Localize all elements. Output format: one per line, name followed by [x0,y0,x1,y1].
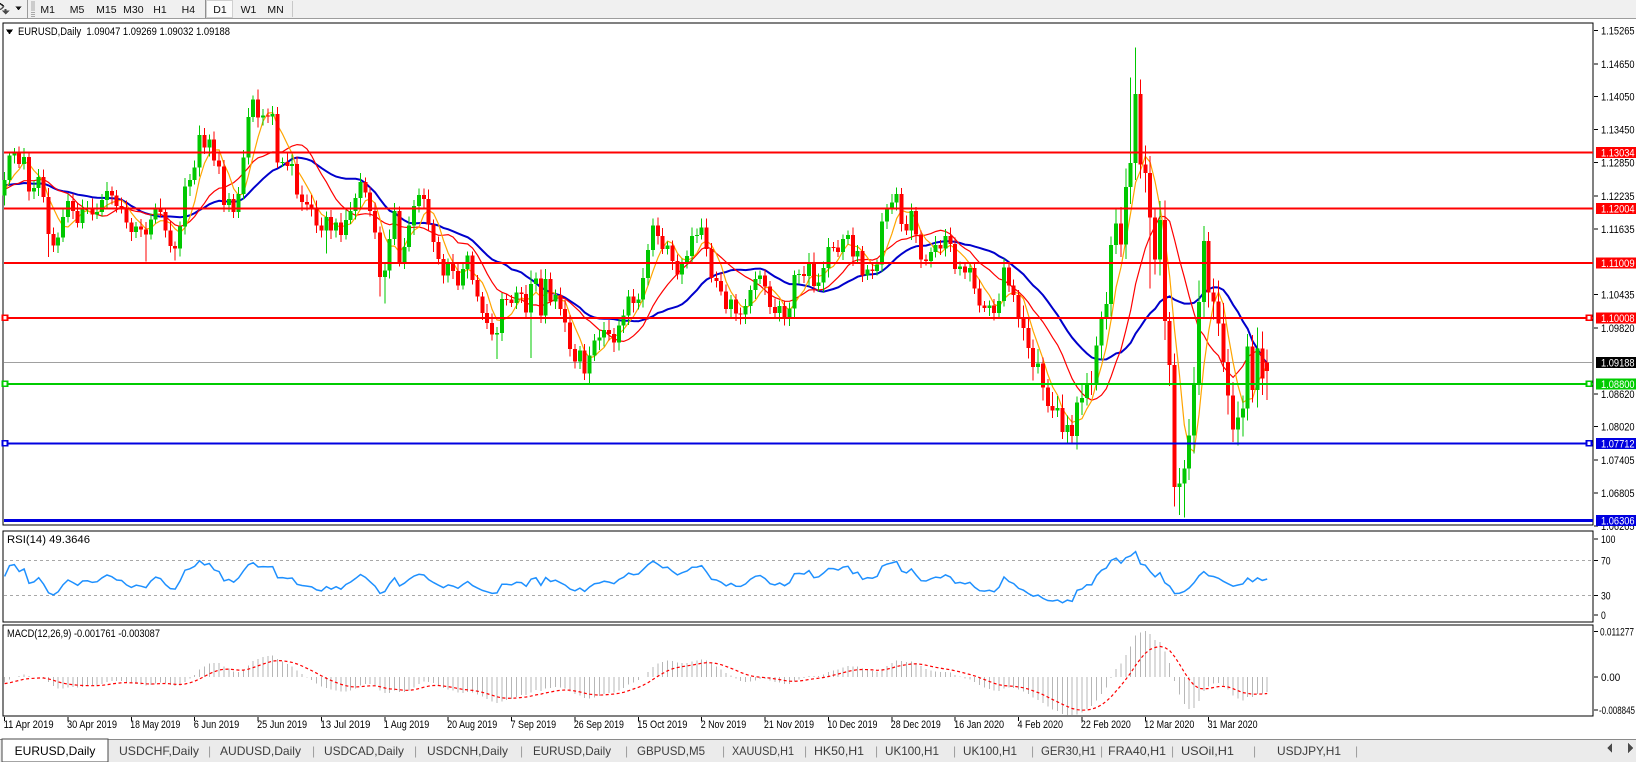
svg-text:USDJPY,H1: USDJPY,H1 [1277,744,1341,758]
svg-text:|: | [1355,744,1358,758]
svg-text:1.11635: 1.11635 [1601,224,1635,236]
svg-text:70: 70 [1601,555,1611,567]
svg-text:2 Nov 2019: 2 Nov 2019 [701,719,747,731]
svg-text:15 Oct 2019: 15 Oct 2019 [637,719,687,731]
svg-text:|: | [875,744,878,758]
svg-text:MACD(12,26,9) -0.001761 -0.003: MACD(12,26,9) -0.001761 -0.003087 [7,628,160,640]
svg-text:H1: H1 [153,4,167,16]
svg-text:|: | [804,744,807,758]
svg-text:FRA40,H1: FRA40,H1 [1108,744,1166,758]
svg-text:W1: W1 [241,4,257,16]
svg-text:UK100,H1: UK100,H1 [963,744,1017,758]
svg-text:1.12850: 1.12850 [1601,157,1635,169]
svg-text:UK100,H1: UK100,H1 [885,744,939,758]
svg-text:100: 100 [1601,534,1615,546]
svg-text:|: | [722,744,725,758]
svg-text:1.12004: 1.12004 [1601,204,1635,216]
svg-text:1.09820: 1.09820 [1601,323,1635,335]
svg-text:EURUSD,Daily: EURUSD,Daily [15,744,96,758]
svg-text:1.11009: 1.11009 [1601,258,1635,270]
svg-text:EURUSD,Daily: EURUSD,Daily [533,744,611,758]
svg-text:USOil,H1: USOil,H1 [1181,744,1234,758]
svg-text:|: | [625,744,628,758]
svg-text:10 Dec 2019: 10 Dec 2019 [827,719,877,731]
svg-text:M5: M5 [70,4,85,16]
svg-text:25 Jun 2019: 25 Jun 2019 [257,719,307,731]
svg-text:EURUSD,Daily 1.09047 1.09269: EURUSD,Daily 1.09047 1.09269 1.09032 1.0… [18,26,230,38]
svg-text:1.10008: 1.10008 [1601,313,1635,325]
svg-text:1.06805: 1.06805 [1601,488,1635,500]
svg-text:18 May 2019: 18 May 2019 [130,719,180,731]
svg-text:M1: M1 [40,4,55,16]
svg-text:26 Sep 2019: 26 Sep 2019 [574,719,624,731]
svg-text:21 Nov 2019: 21 Nov 2019 [764,719,814,731]
svg-text:12 Mar 2020: 12 Mar 2020 [1144,719,1194,731]
svg-text:1.13034: 1.13034 [1601,147,1635,159]
svg-text:1.08800: 1.08800 [1601,379,1635,391]
svg-text:1.07712: 1.07712 [1601,438,1635,450]
svg-text:6 Jun 2019: 6 Jun 2019 [194,719,240,731]
svg-text:M15: M15 [96,4,117,16]
svg-text:7 Sep 2019: 7 Sep 2019 [511,719,556,731]
svg-text:USDCHF,Daily: USDCHF,Daily [119,744,199,758]
svg-text:4 Feb 2020: 4 Feb 2020 [1018,719,1064,731]
svg-text:H4: H4 [182,4,196,16]
svg-text:USDCNH,Daily: USDCNH,Daily [427,744,508,758]
svg-text:0.00: 0.00 [1601,672,1620,684]
svg-text:D1: D1 [213,4,227,16]
svg-text:|: | [1253,744,1256,758]
svg-text:1.10435: 1.10435 [1601,290,1635,302]
svg-text:1.08020: 1.08020 [1601,422,1635,434]
svg-text:1.14050: 1.14050 [1601,92,1635,104]
svg-text:MN: MN [267,4,283,16]
svg-text:|: | [520,744,523,758]
svg-text:1.14650: 1.14650 [1601,59,1635,71]
svg-text:13 Jul 2019: 13 Jul 2019 [320,719,370,731]
svg-text:0: 0 [1601,610,1606,622]
svg-text:1.07405: 1.07405 [1601,455,1635,467]
svg-text:1.12235: 1.12235 [1601,191,1635,203]
svg-text:GER30,H1: GER30,H1 [1041,744,1096,758]
svg-text:|: | [414,744,417,758]
svg-text:|: | [1100,744,1103,758]
svg-text:1.13450: 1.13450 [1601,125,1635,137]
svg-text:M30: M30 [123,4,144,16]
svg-text:RSI(14) 49.3646: RSI(14) 49.3646 [7,534,90,546]
svg-text:GBPUSD,M5: GBPUSD,M5 [637,744,705,758]
svg-text:28 Dec 2019: 28 Dec 2019 [891,719,941,731]
svg-text:|: | [1171,744,1174,758]
svg-text:30 Apr 2019: 30 Apr 2019 [67,719,117,731]
svg-text:11 Apr 2019: 11 Apr 2019 [4,719,54,731]
svg-text:|: | [953,744,956,758]
svg-text:USDCAD,Daily: USDCAD,Daily [324,744,404,758]
svg-text:1.06306: 1.06306 [1601,515,1635,527]
svg-text:1 Aug 2019: 1 Aug 2019 [384,719,430,731]
svg-text:16 Jan 2020: 16 Jan 2020 [954,719,1004,731]
svg-text:1.09188: 1.09188 [1601,358,1635,370]
svg-text:-0.008845: -0.008845 [1599,705,1635,717]
svg-text:HK50,H1: HK50,H1 [814,744,864,758]
svg-text:XAUUSD,H1: XAUUSD,H1 [732,744,794,758]
svg-text:|: | [312,744,315,758]
svg-text:22 Feb 2020: 22 Feb 2020 [1081,719,1131,731]
svg-text:31 Mar 2020: 31 Mar 2020 [1208,719,1258,731]
svg-text:0.011277: 0.011277 [1600,626,1634,638]
svg-text:1.15265: 1.15265 [1601,25,1635,37]
svg-text:|: | [1031,744,1034,758]
svg-text:AUDUSD,Daily: AUDUSD,Daily [220,744,301,758]
svg-text:1.08620: 1.08620 [1601,389,1635,401]
svg-text:20 Aug 2019: 20 Aug 2019 [447,719,497,731]
svg-text:30: 30 [1601,590,1611,602]
svg-text:|: | [208,744,211,758]
